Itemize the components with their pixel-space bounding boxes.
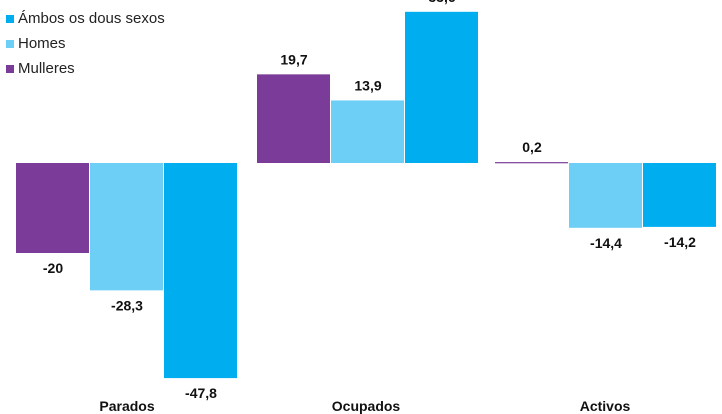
data-label-parados-1: -28,3	[111, 297, 143, 313]
legend-swatch-ambos	[6, 14, 14, 23]
legend-swatch-mulleres	[6, 64, 14, 73]
category-label-ocupados: Ocupados	[332, 398, 401, 414]
bar-activos-2	[643, 163, 716, 227]
legend-item-ambos: Ámbos os dous sexos	[6, 10, 165, 27]
legend-item-homes: Homes	[6, 35, 165, 52]
data-label-ocupados-2: 33,6	[428, 0, 455, 5]
legend-label-homes: Homes	[18, 35, 66, 52]
chart-legend: Ámbos os dous sexos Homes Mulleres	[6, 10, 165, 77]
data-label-parados-2: -47,8	[185, 385, 217, 401]
bar-parados-2	[164, 163, 237, 379]
legend-label-ambos: Ámbos os dous sexos	[18, 10, 165, 27]
bar-parados-1	[90, 163, 163, 291]
data-label-parados-0: -20	[43, 260, 63, 276]
bar-ocupados-2	[405, 11, 478, 163]
legend-item-mulleres: Mulleres	[6, 60, 165, 77]
data-label-ocupados-0: 19,7	[280, 51, 307, 67]
bar-activos-1	[569, 163, 642, 228]
legend-label-mulleres: Mulleres	[18, 60, 75, 77]
bar-parados-0	[16, 163, 89, 253]
data-label-ocupados-1: 13,9	[354, 77, 381, 93]
bar-ocupados-0	[257, 74, 330, 163]
bar-ocupados-1	[331, 100, 404, 163]
bar-activos-0	[495, 162, 568, 164]
category-label-activos: Activos	[580, 398, 631, 414]
data-label-activos-0: 0,2	[522, 139, 542, 155]
category-label-parados: Parados	[99, 398, 154, 414]
legend-swatch-homes	[6, 39, 14, 48]
data-label-activos-2: -14,2	[664, 234, 696, 250]
data-label-activos-1: -14,4	[590, 235, 622, 251]
